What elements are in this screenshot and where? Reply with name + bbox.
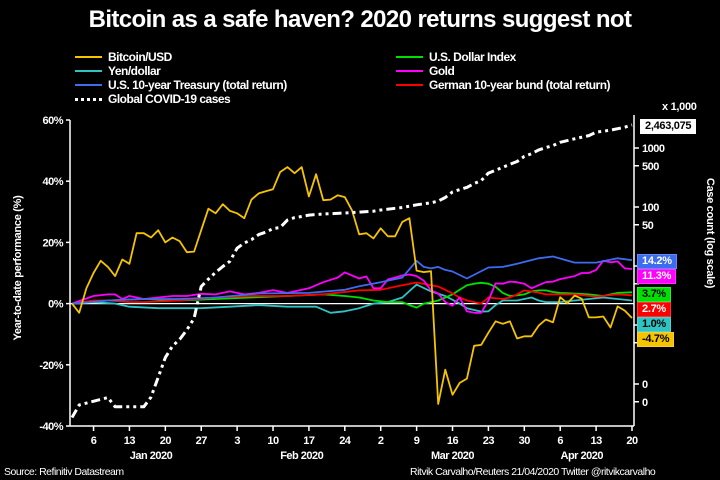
legend-swatch-gold <box>396 70 423 72</box>
series-line-bitcoin <box>71 166 633 405</box>
x-month-label: Feb 2020 <box>280 450 323 462</box>
y-tick-label: 20% <box>42 237 63 249</box>
x-month-label: Apr 2020 <box>561 450 604 462</box>
dollar-end-label: 3.7% <box>637 287 671 302</box>
legend-item-treasury: U.S. 10-year Treasury (total return) <box>75 78 287 92</box>
legend-swatch-treasury <box>75 84 102 86</box>
legend-swatch-dollar <box>396 56 423 58</box>
x-tick-label: 24 <box>339 435 352 447</box>
x-tick-label: 13 <box>590 435 602 447</box>
treasury-end-label: 14.2% <box>637 254 677 269</box>
y2-tick-label: 50 <box>642 220 654 232</box>
legend-item-gold: Gold <box>396 64 455 78</box>
series-line-yen <box>71 283 633 314</box>
series-line-bund <box>71 281 633 305</box>
x-tick-label: 27 <box>196 435 208 447</box>
legend-swatch-bund <box>396 84 423 86</box>
legend-item-dollar: U.S. Dollar Index <box>396 50 516 64</box>
legend-swatch-covid <box>75 97 102 101</box>
y-tick-label: 60% <box>42 115 63 127</box>
x-tick-label: 3 <box>234 435 240 447</box>
covid-end-label: 2,463,075 <box>640 119 697 134</box>
x-month-label: Mar 2020 <box>431 450 474 462</box>
y-tick-label: -40% <box>39 421 63 433</box>
series-line-covid <box>70 123 633 419</box>
legend-label-dollar: U.S. Dollar Index <box>429 50 516 64</box>
x-tick-label: 9 <box>414 435 420 447</box>
x-tick-label: 17 <box>303 435 315 447</box>
x-tick-label: 6 <box>91 435 97 447</box>
legend-swatch-bitcoin <box>75 56 102 58</box>
legend-item-bund: German 10-year bund (total return) <box>396 78 611 92</box>
legend-label-covid: Global COVID-19 cases <box>108 92 231 106</box>
y2-axis-label: Case count (log scale) <box>704 177 716 289</box>
y-axis-label: Year-to-date performance (%) <box>12 195 24 341</box>
yen-end-label: 1.0% <box>637 317 671 332</box>
legend-item-bitcoin: Bitcoin/USD <box>75 50 172 64</box>
y2-tick-label: 500 <box>642 161 659 173</box>
gold-end-label: 11.3% <box>637 269 677 284</box>
legend-label-yen: Yen/dollar <box>108 64 161 78</box>
x-tick-label: 23 <box>483 435 495 447</box>
x-tick-label: 13 <box>124 435 136 447</box>
source-note: Source: Refinitiv Datastream <box>4 466 124 478</box>
chart-title: Bitcoin as a safe haven? 2020 returns su… <box>88 6 632 33</box>
legend-label-treasury: U.S. 10-year Treasury (total return) <box>108 78 287 92</box>
x-tick-label: 20 <box>160 435 172 447</box>
legend-item-covid: Global COVID-19 cases <box>75 92 231 106</box>
y-tick-label: 40% <box>42 176 63 188</box>
series-line-gold <box>71 259 633 314</box>
x-tick-label: 20 <box>626 435 638 447</box>
x-tick-label: 2 <box>378 435 384 447</box>
y-tick-label: -20% <box>39 360 63 372</box>
series-line-treasury <box>71 255 633 305</box>
bitcoin-end-label: -4.7% <box>637 332 675 347</box>
legend-label-bitcoin: Bitcoin/USD <box>108 50 172 64</box>
y2-tick-label: 0 <box>642 379 648 391</box>
legend-label-bund: German 10-year bund (total return) <box>429 78 611 92</box>
y2-tick-label: 1000 <box>642 143 665 155</box>
x-tick-label: 16 <box>447 435 459 447</box>
x-tick-label: 30 <box>519 435 531 447</box>
x-tick-label: 6 <box>557 435 563 447</box>
x-month-label: Jan 2020 <box>130 450 173 462</box>
legend-swatch-yen <box>75 70 102 72</box>
credit-note: Ritvik Carvalho/Reuters 21/04/2020 Twitt… <box>410 466 656 478</box>
x-tick-label: 10 <box>267 435 279 447</box>
y2-tick-label: 0 <box>642 397 648 409</box>
legend-item-yen: Yen/dollar <box>75 64 161 78</box>
bund-end-label: 2.7% <box>637 302 671 317</box>
y2-tick-label: 100 <box>642 202 659 214</box>
y2-axis-unit: x 1,000 <box>662 101 697 113</box>
legend-label-gold: Gold <box>429 64 455 78</box>
y-tick-label: 0% <box>48 299 64 311</box>
